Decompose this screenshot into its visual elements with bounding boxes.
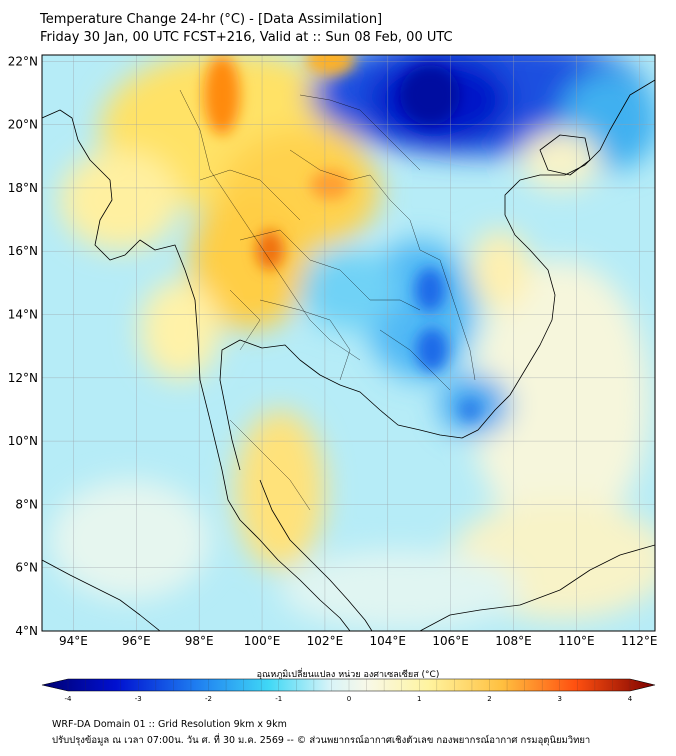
malay-peninsula [259, 479, 373, 631]
admin-borders [179, 89, 476, 511]
mainland-coast [42, 109, 351, 631]
lon-tick-label: 106°E [432, 634, 469, 648]
colorbar-tick-label: -3 [135, 695, 142, 703]
lon-tick-label: 98°E [185, 634, 214, 648]
sumatra-coast [42, 559, 161, 631]
colorbar-tick-label: -2 [205, 695, 212, 703]
colorbar-tick-label: 1 [417, 695, 421, 703]
colorbar-ticks: -4 -3 -2 -1 0 1 2 3 4 [65, 679, 633, 703]
lat-tick-label: 12°N [8, 371, 38, 385]
lon-tick-label: 94°E [59, 634, 88, 648]
colorbar-tick-label: -4 [65, 695, 73, 703]
colorbar-title: อุณหภูมิเปลี่ยนแปลง หน่วย องศาเซลเซียส (… [257, 667, 440, 680]
lat-tick-label: 4°N [15, 624, 38, 638]
lat-tick-label: 18°N [8, 181, 38, 195]
gulf-coast [219, 79, 655, 471]
lon-tick-label: 102°E [307, 634, 344, 648]
field-layer [42, 55, 655, 631]
colorbar-tick-label: 2 [487, 695, 491, 703]
lon-tick-label: 96°E [122, 634, 151, 648]
colorbar-tick-label: 0 [347, 695, 351, 703]
lat-tick-label: 22°N [8, 54, 38, 68]
lat-tick-label: 14°N [8, 308, 38, 322]
map-subtitle: Friday 30 Jan, 00 UTC FCST+216, Valid at… [40, 30, 453, 45]
lon-tick-label: 104°E [370, 634, 407, 648]
lat-tick-label: 16°N [8, 244, 38, 258]
latitude-labels: 22°N 20°N 18°N 16°N 14°N 12°N 10°N 8°N 6°N 4°N [8, 54, 38, 638]
lon-tick-label: 112°E [621, 634, 658, 648]
coastlines [42, 79, 655, 631]
colorbar-tick-label: 3 [558, 695, 562, 703]
colorbar [41, 678, 656, 692]
borneo-coast [419, 544, 655, 631]
lat-tick-label: 8°N [15, 497, 38, 511]
lon-tick-label: 108°E [495, 634, 532, 648]
lat-tick-label: 10°N [8, 434, 38, 448]
hainan-island [539, 134, 591, 176]
colorbar-tick-label: -1 [275, 695, 282, 703]
map-title: Temperature Change 24-hr (°C) - [Data As… [40, 12, 383, 27]
colorbar-tick-label: 4 [628, 695, 633, 703]
plot-frame [41, 54, 656, 632]
footer-model-info: WRF-DA Domain 01 :: Grid Resolution 9km … [52, 719, 287, 730]
lat-tick-label: 6°N [15, 561, 38, 575]
footer-credits: ปรับปรุงข้อมูล ณ เวลา 07:00น. วัน ศ. ที่… [52, 735, 591, 746]
lon-tick-label: 110°E [558, 634, 595, 648]
lat-tick-label: 20°N [8, 118, 38, 132]
longitude-labels: 94°E 96°E 98°E 100°E 102°E 104°E 106°E 108°E 110… [59, 634, 658, 648]
lon-tick-label: 100°E [244, 634, 281, 648]
graticule [42, 55, 655, 632]
